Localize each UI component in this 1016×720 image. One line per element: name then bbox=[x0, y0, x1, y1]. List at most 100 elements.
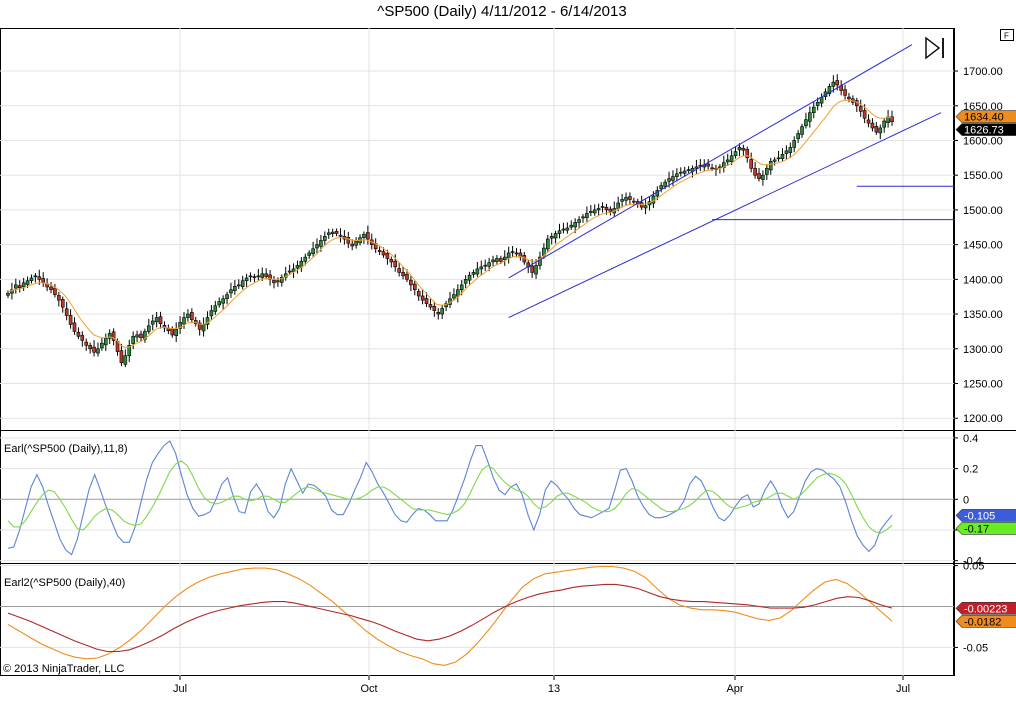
candle-down bbox=[757, 173, 761, 179]
x-tick-label: Oct bbox=[360, 683, 377, 695]
candle-up bbox=[475, 268, 480, 275]
candle-down bbox=[432, 305, 437, 311]
candle-down bbox=[264, 273, 268, 277]
earl-panel: 0.40.20-0.2-0.4-0.105-0.17 bbox=[7, 433, 1016, 568]
y-tick-label: -0.05 bbox=[963, 642, 988, 654]
candle-down bbox=[420, 295, 425, 301]
candle-up bbox=[459, 284, 464, 291]
candle-up bbox=[143, 331, 147, 340]
candle-down bbox=[385, 253, 390, 259]
candle-down bbox=[710, 167, 714, 170]
candle-up bbox=[624, 197, 628, 201]
candle-up bbox=[479, 266, 484, 270]
corner-button[interactable] bbox=[1000, 29, 1014, 41]
candle-up bbox=[217, 301, 222, 306]
candle-down bbox=[139, 333, 143, 338]
candle-down bbox=[53, 287, 57, 295]
candle-down bbox=[57, 295, 61, 301]
candle-down bbox=[64, 308, 69, 316]
earl2-panel-label: Earl2(^SP500 (Daily),40) bbox=[4, 577, 125, 589]
candle-up bbox=[127, 344, 132, 357]
candle-up bbox=[659, 185, 664, 190]
y-tick-label: 0 bbox=[963, 494, 969, 506]
price-marker-label: 1626.73 bbox=[964, 125, 1004, 137]
x-tick-label: Apr bbox=[726, 683, 743, 695]
candle-down bbox=[870, 122, 875, 129]
candle-down bbox=[268, 274, 272, 280]
candle-down bbox=[197, 322, 202, 330]
candle-up bbox=[471, 272, 476, 275]
x-axis: Jul Oct 13 Apr Jul bbox=[173, 676, 910, 695]
candle-up bbox=[811, 106, 816, 114]
candle-up bbox=[291, 268, 296, 273]
x-tick-label: 13 bbox=[548, 683, 560, 695]
candle-up bbox=[326, 232, 331, 235]
scroll-to-end-icon[interactable] bbox=[925, 36, 944, 60]
candle-up bbox=[573, 222, 577, 228]
candle-up bbox=[878, 127, 883, 134]
candle-down bbox=[389, 259, 394, 263]
price-marker bbox=[955, 110, 1016, 123]
candle-down bbox=[119, 350, 124, 363]
candle-down bbox=[749, 159, 753, 169]
candle-down bbox=[678, 171, 683, 174]
candle-down bbox=[37, 276, 42, 280]
candle-up bbox=[592, 209, 597, 214]
price-marker-label: -0.0182 bbox=[964, 616, 1001, 628]
candle-down bbox=[753, 167, 757, 176]
candle-up bbox=[233, 285, 237, 291]
candle-down bbox=[88, 344, 92, 350]
candle-up bbox=[620, 199, 624, 202]
candle-up bbox=[154, 317, 159, 323]
moving-average-line bbox=[7, 99, 893, 348]
candle-up bbox=[150, 320, 155, 325]
candle-up bbox=[452, 294, 456, 299]
candle-down bbox=[741, 147, 746, 151]
candle-up bbox=[236, 284, 241, 287]
candle-up bbox=[600, 206, 605, 208]
y-tick-label: 1300.00 bbox=[963, 344, 1003, 356]
candle-up bbox=[178, 322, 182, 329]
channel-lower-line bbox=[508, 112, 942, 318]
candle-up bbox=[103, 338, 108, 346]
candle-up bbox=[186, 313, 190, 318]
price-marker-label: 1634.40 bbox=[964, 112, 1004, 124]
candle-up bbox=[487, 262, 491, 267]
candle-up bbox=[549, 235, 554, 239]
candle-up bbox=[800, 126, 804, 135]
candle-up bbox=[33, 275, 38, 278]
candle-up bbox=[796, 133, 800, 140]
earl2-panel: 0.05 -0.05 -0.00223-0.0182 bbox=[7, 561, 1016, 666]
y-tick-label: 1500.00 bbox=[963, 205, 1003, 217]
price-marker-label: -0.17 bbox=[964, 523, 989, 535]
candle-up bbox=[780, 154, 785, 159]
price-marker-label: -0.00223 bbox=[964, 603, 1007, 615]
candle-up bbox=[663, 181, 667, 187]
candle-up bbox=[761, 174, 765, 180]
candle-up bbox=[565, 227, 570, 231]
candle-up bbox=[10, 289, 14, 294]
y-tick-label: 1700.00 bbox=[963, 66, 1003, 78]
candle-up bbox=[248, 275, 253, 278]
candle-up bbox=[362, 233, 366, 238]
candle-up bbox=[596, 208, 601, 211]
candle-down bbox=[41, 278, 46, 283]
candle-up bbox=[295, 265, 300, 269]
candle-down bbox=[68, 315, 73, 325]
candle-down bbox=[49, 286, 53, 291]
candle-up bbox=[729, 155, 734, 162]
candle-up bbox=[330, 231, 335, 234]
candle-down bbox=[843, 89, 847, 96]
candle-up bbox=[123, 355, 128, 365]
candle-down bbox=[561, 228, 566, 231]
candle-up bbox=[29, 277, 34, 282]
candle-down bbox=[76, 331, 81, 337]
candle-up bbox=[788, 147, 793, 153]
candle-down bbox=[628, 196, 632, 200]
candle-up bbox=[229, 289, 233, 294]
candle-down bbox=[393, 260, 398, 268]
candle-up bbox=[244, 277, 249, 282]
candle-up bbox=[577, 219, 581, 223]
